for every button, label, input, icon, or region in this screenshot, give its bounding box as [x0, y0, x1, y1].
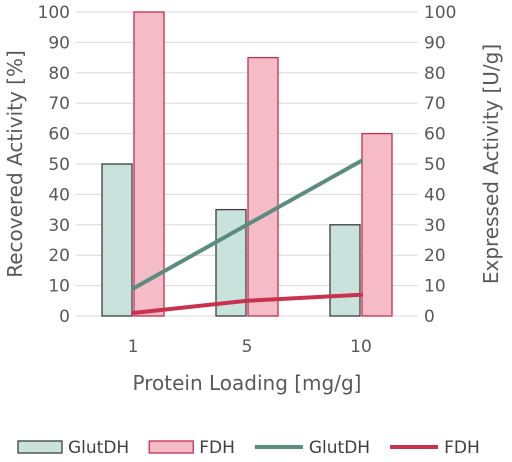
- y-left-tick-label: 60: [48, 125, 70, 145]
- bar-fdh-5: [247, 56, 279, 317]
- legend-label: FDH: [199, 438, 235, 458]
- y-left-tick-label: 90: [48, 33, 70, 53]
- legend-item-line-fdh: FDH: [390, 438, 480, 458]
- y-right-tick-label: 80: [424, 64, 446, 84]
- legend-swatch: [148, 440, 194, 454]
- y-left-tick-label: 10: [48, 277, 70, 297]
- bar-fdh-1: [133, 11, 165, 317]
- legend-item-bar-glutdh: GlutDH: [17, 438, 129, 458]
- y-right-tick-label: 50: [424, 155, 446, 175]
- legend-item-line-glutdh: GlutDH: [254, 438, 370, 458]
- y-left-tick-label: 70: [48, 94, 70, 114]
- x-tick-label: 1: [128, 337, 139, 357]
- legend-label: GlutDH: [309, 438, 370, 458]
- line-glutdh: [131, 158, 363, 291]
- legend-swatch: [17, 440, 63, 454]
- y-left-tick-label: 0: [59, 307, 70, 327]
- y-left-tick-label: 40: [48, 185, 70, 205]
- ticks: 0 10 20 30 40 50 60 70 80 90 100 0 10 20 30 40 50 60 70 80 9…: [38, 3, 457, 357]
- legend-label: GlutDH: [68, 438, 129, 458]
- y-right-tick-label: 90: [424, 33, 446, 53]
- legend: GlutDH FDH GlutDH FDH: [17, 438, 480, 458]
- legend-item-bar-fdh: FDH: [148, 438, 235, 458]
- gridlines: [76, 11, 418, 317]
- y-left-tick-label: 80: [48, 64, 70, 84]
- y-axis-right-title: Expressed Activity [U/g]: [479, 44, 503, 284]
- y-left-tick-label: 30: [48, 216, 70, 236]
- x-axis-title: Protein Loading [mg/g]: [133, 371, 362, 395]
- bars: [101, 11, 393, 317]
- legend-label: FDH: [444, 438, 480, 458]
- y-right-tick-label: 30: [424, 216, 446, 236]
- y-right-tick-label: 40: [424, 185, 446, 205]
- x-tick-label: 10: [350, 337, 372, 357]
- bar-glutdh-1: [101, 163, 133, 317]
- x-tick-label: 5: [242, 337, 253, 357]
- y-left-tick-label: 100: [38, 3, 70, 23]
- y-right-tick-label: 0: [424, 307, 435, 327]
- y-axis-left-title: Recovered Activity [%]: [3, 50, 27, 278]
- y-right-tick-label: 10: [424, 277, 446, 297]
- y-right-tick-label: 100: [424, 3, 456, 23]
- y-left-tick-label: 20: [48, 246, 70, 266]
- bar-fdh-10: [361, 132, 393, 317]
- lines: [131, 158, 363, 315]
- y-right-tick-label: 60: [424, 125, 446, 145]
- bar-glutdh-10: [329, 224, 361, 317]
- line-fdh: [131, 292, 363, 315]
- y-right-tick-label: 20: [424, 246, 446, 266]
- y-left-tick-label: 50: [48, 155, 70, 175]
- y-right-tick-label: 70: [424, 94, 446, 114]
